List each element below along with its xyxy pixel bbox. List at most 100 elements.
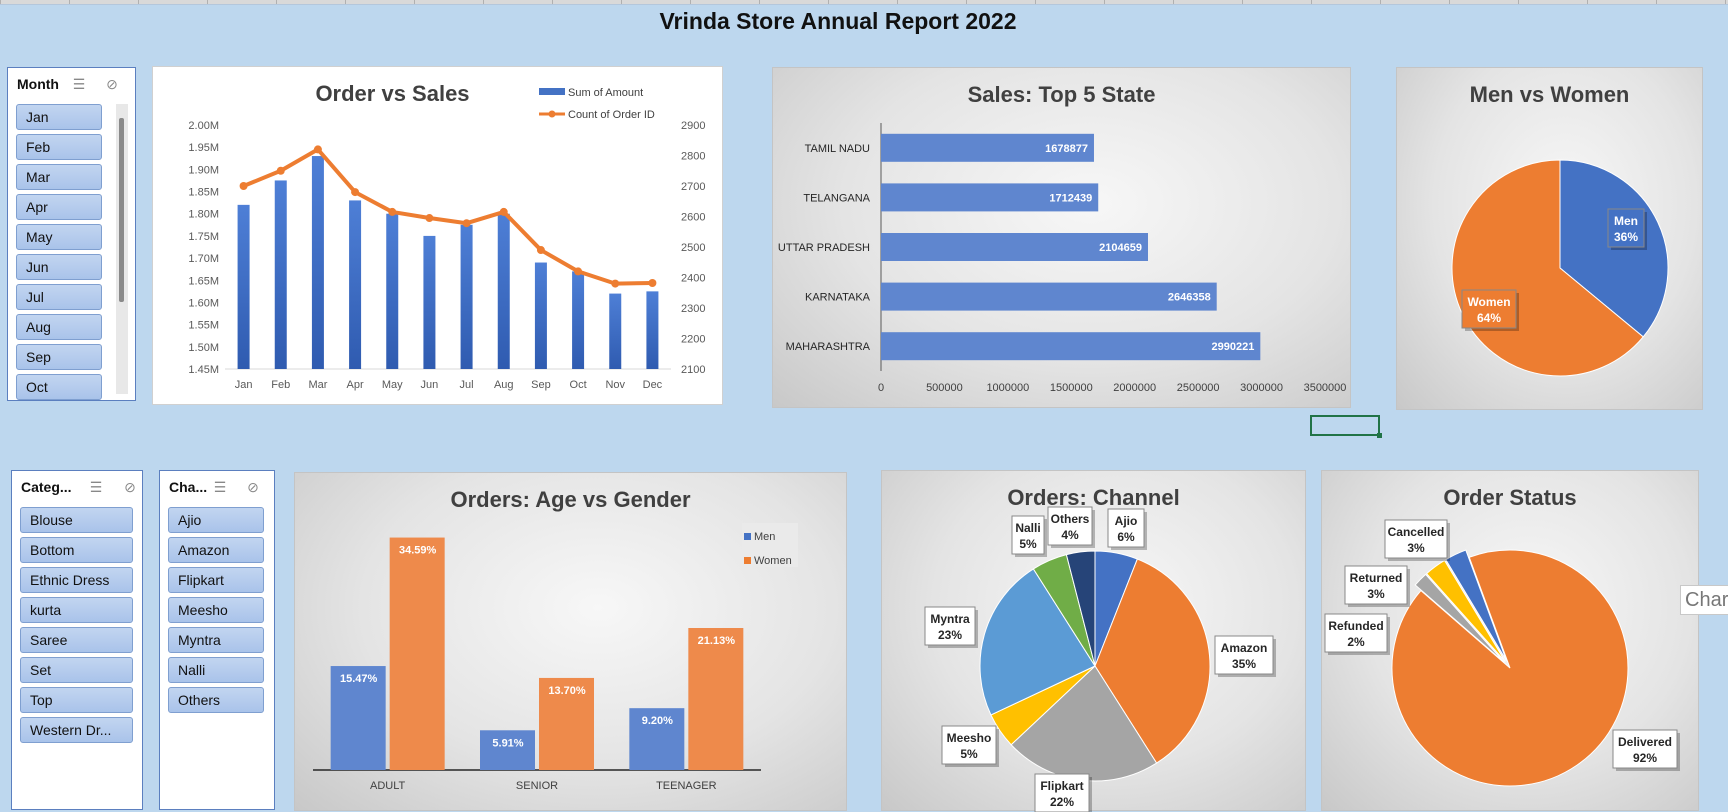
state-bar — [881, 133, 1094, 162]
slicer-item[interactable]: Feb — [16, 134, 102, 160]
column-divider — [1035, 0, 1036, 4]
y-right-tick-label: 2900 — [681, 120, 705, 132]
slicer-item[interactable]: Apr — [16, 194, 102, 220]
column-divider — [1173, 0, 1174, 4]
column-divider — [1449, 0, 1450, 4]
order-count-point — [388, 207, 397, 216]
multi-select-icon[interactable]: ☰ — [213, 479, 227, 495]
column-divider — [69, 0, 70, 4]
category-slicer[interactable]: Categ... ☰ ⊘ Blouse Bottom Ethnic Dress kur… — [11, 470, 143, 810]
chart-title: Sales: Top 5 State — [967, 82, 1156, 107]
slicer-item[interactable]: Myntra — [168, 627, 264, 653]
amount-bar — [646, 291, 659, 369]
y-right-tick-label: 2300 — [681, 303, 705, 315]
x-tick-label: Mar — [308, 379, 327, 391]
slicer-item[interactable]: Blouse — [20, 507, 133, 533]
data-label: 3% — [1407, 541, 1425, 555]
age-vs-gender-chart[interactable]: Orders: Age vs Gender 15.47% 34.59% ADULT 5… — [294, 472, 847, 811]
slicer-title: Cha... — [169, 479, 208, 495]
data-label: 64% — [1477, 311, 1501, 325]
month-slicer[interactable]: Month ☰ ⊘ Jan Feb Mar Apr May Jun Jul Aug Sep Oct — [7, 67, 136, 401]
orders-channel-chart[interactable]: Orders: Channel Ajio 6% Amazon 35% Flipkart 2… — [881, 470, 1306, 812]
women-bar — [389, 537, 445, 770]
slicer-item[interactable]: Ethnic Dress — [20, 567, 133, 593]
slicer-item[interactable]: Ajio — [168, 507, 264, 533]
state-label: KARNATAKA — [805, 292, 871, 304]
y-right-tick-label: 2800 — [681, 151, 705, 163]
x-tick-label: Jul — [460, 379, 474, 391]
column-divider — [1725, 0, 1726, 4]
x-tick-label: Nov — [605, 379, 625, 391]
legend-swatch-amount — [539, 88, 565, 95]
slicer-item[interactable]: Aug — [16, 314, 102, 340]
chart-title: Orders: Channel — [1007, 485, 1180, 510]
slicer-scroll-thumb[interactable] — [119, 118, 124, 302]
order-vs-sales-plot: 1.45M 1.50M 1.55M 1.60M 1.65M 1.70M 1.75M 1.80M… — [188, 87, 705, 391]
column-divider — [276, 0, 277, 4]
state-value-label: 1712439 — [1049, 192, 1092, 204]
chart-title: Orders: Age vs Gender — [450, 487, 691, 512]
column-divider — [690, 0, 691, 4]
pie-slice — [1425, 559, 1506, 662]
amount-bar — [386, 213, 399, 369]
slicer-item[interactable]: Jul — [16, 284, 102, 310]
slicer-item[interactable]: Jun — [16, 254, 102, 280]
channel-slicer[interactable]: Cha... ☰ ⊘ Ajio Amazon Flipkart Meesho Myntr… — [159, 470, 275, 810]
order-status-chart[interactable]: Order Status Cancelled 3% Delivered 92% Refu… — [1321, 470, 1699, 811]
order-vs-sales-chart[interactable]: Order vs Sales 1.45M 1.50M 1.55M 1.60M 1.65M… — [152, 66, 723, 405]
clear-filter-icon[interactable]: ⊘ — [247, 479, 259, 495]
slicer-item[interactable]: Flipkart — [168, 567, 264, 593]
clear-filter-icon[interactable]: ⊘ — [124, 479, 136, 495]
legend-label: Men — [754, 531, 775, 543]
column-divider — [414, 0, 415, 4]
order-status-pie: Cancelled 3% Delivered 92% Refunded 2% Returne… — [1324, 519, 1680, 787]
amount-bar — [311, 156, 324, 369]
chart-title: Men vs Women — [1469, 82, 1630, 107]
data-label: Women — [1467, 295, 1510, 309]
multi-select-icon[interactable]: ☰ — [89, 479, 103, 495]
order-count-point — [499, 207, 508, 216]
data-label: 22% — [1050, 795, 1074, 809]
men-vs-women-chart[interactable]: Men vs Women Men 36% Women 64% — [1396, 67, 1703, 410]
slicer-item[interactable]: May — [16, 224, 102, 250]
data-label: Meesho — [947, 731, 992, 745]
x-tick-label: ADULT — [370, 780, 406, 792]
chart-title: Order vs Sales — [315, 81, 470, 106]
slicer-item[interactable]: Bottom — [20, 537, 133, 563]
slicer-item[interactable]: Jan — [16, 104, 102, 130]
slicer-item[interactable]: Oct — [16, 374, 102, 400]
column-divider — [621, 0, 622, 4]
column-divider — [828, 0, 829, 4]
slicer-item[interactable]: Set — [20, 657, 133, 683]
slicer-item[interactable]: Sep — [16, 344, 102, 370]
x-tick-label: May — [382, 379, 403, 391]
slicer-item[interactable]: Top — [20, 687, 133, 713]
column-header-strip — [0, 0, 1728, 5]
label-box — [1461, 289, 1517, 329]
slicer-scrollbar[interactable] — [116, 104, 128, 394]
slicer-item[interactable]: Nalli — [168, 657, 264, 683]
y-left-tick-label: 1.80M — [188, 209, 219, 221]
state-label: TAMIL NADU — [805, 143, 870, 155]
top-5-state-chart[interactable]: Sales: Top 5 State 0 500000 1000000 1500000… — [772, 67, 1351, 408]
pie-slice — [1391, 549, 1629, 787]
slicer-item[interactable]: Amazon — [168, 537, 264, 563]
clear-filter-icon[interactable]: ⊘ — [106, 76, 118, 92]
fill-handle[interactable] — [1377, 433, 1382, 438]
legend-label: Sum of Amount — [568, 87, 643, 99]
slicer-item[interactable]: Western Dr... — [20, 717, 133, 743]
y-left-tick-label: 1.85M — [188, 187, 219, 199]
selected-cell[interactable] — [1310, 415, 1382, 438]
data-label: 2% — [1347, 635, 1365, 649]
data-label: Others — [1051, 512, 1090, 526]
order-count-point — [574, 267, 583, 276]
slicer-item[interactable]: Meesho — [168, 597, 264, 623]
slicer-item[interactable]: Mar — [16, 164, 102, 190]
slicer-item[interactable]: kurta — [20, 597, 133, 623]
x-tick-label: 3000000 — [1240, 382, 1283, 394]
data-label: Cancelled — [1388, 525, 1445, 539]
slicer-item[interactable]: Saree — [20, 627, 133, 653]
slicer-item[interactable]: Others — [168, 687, 264, 713]
slicer-title: Categ... — [21, 479, 72, 495]
multi-select-icon[interactable]: ☰ — [72, 76, 86, 92]
